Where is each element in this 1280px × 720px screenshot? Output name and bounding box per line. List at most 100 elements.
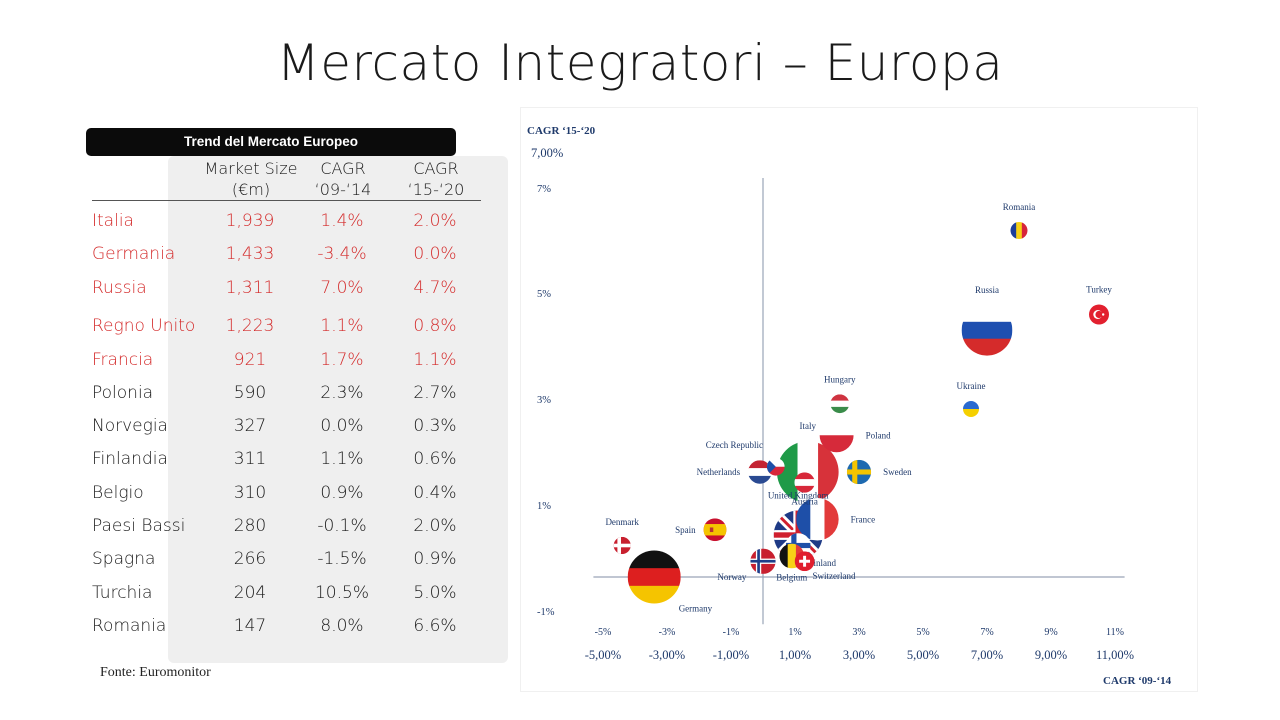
denmark-flag [613,536,631,555]
market-size: 311 [233,449,267,469]
table-row: Francia 921 1.7% 1.1% [92,346,482,374]
x-tick-label: 1% [788,627,801,638]
column-header-cagr-09-14: CAGR ‘09-‘14 [296,158,390,200]
norway-flag [750,548,776,574]
russia-flag [961,304,1013,356]
data-label: Czech Republic [706,440,763,450]
x-tick-label: -3% [659,627,676,638]
x-axis-title: CAGR ‘09-‘14 [1103,675,1172,687]
cagr-09-14: -1.5% [317,549,367,569]
data-label: Hungary [824,374,856,384]
country-name: Paesi Bassi [92,516,186,536]
y-axis-title: CAGR ‘15-‘20 [527,125,596,137]
data-label: Turkey [1086,285,1112,295]
country-name: Regno Unito [92,316,196,336]
x-tick-label-outer: -5,00% [585,648,621,662]
table-row: Russia 1,311 7.0% 4.7% [92,274,482,302]
table-row: Belgio 310 0.9% 0.4% [92,479,482,507]
cagr-09-14: 10.5% [314,583,369,603]
column-header-cagr-15-20: CAGR ‘15-‘20 [388,158,484,200]
bubble-chart-panel: CAGR ‘15-‘20 CAGR ‘09-‘14 -5% -3% -1% 1% 3% 5… [520,107,1198,692]
x-tick-label-outer: 11,00% [1096,648,1134,662]
germany-flag [627,550,681,604]
country-name: Turchia [92,583,153,603]
data-label: Ukraine [957,381,986,391]
table-row: Italia 1,939 1.4% 2.0% [92,207,482,235]
czech-flag [766,457,785,476]
cagr-15-20: 2.7% [413,383,457,403]
data-label: Russia [975,285,999,295]
cagr-15-20: 2.0% [413,516,457,536]
austria-flag [794,472,815,493]
data-label: Netherlands [697,467,741,477]
data-label: Spain [675,525,696,535]
table-row: Polonia 590 2.3% 2.7% [92,379,482,407]
column-header-line1: CAGR [320,159,366,178]
header-divider [92,200,481,201]
table-background [168,156,508,663]
cagr-09-14: 1.1% [320,449,364,469]
x-tick-label-outer: 3,00% [843,648,875,662]
market-size: 266 [233,549,267,569]
cagr-09-14: -0.1% [317,516,367,536]
country-name: Russia [92,278,147,298]
axes [593,178,1125,625]
table-header: Trend del Mercato Europeo [86,128,456,156]
cagr-09-14: 1.4% [320,211,364,231]
cagr-09-14: 1.1% [320,316,364,336]
market-size: 921 [233,350,267,370]
cagr-15-20: 0.3% [413,416,457,436]
data-label: Norway [717,572,746,582]
y-tick-label: -1% [537,607,555,618]
table-row: Norvegia 327 0.0% 0.3% [92,412,482,440]
country-name: Finlandia [92,449,168,469]
ukraine-flag [963,401,979,417]
cagr-09-14: 0.9% [320,483,364,503]
cagr-15-20: 0.8% [413,316,457,336]
market-size: 204 [233,583,267,603]
x-tick-label: 7% [980,627,993,638]
country-name: Germania [92,244,176,264]
y-tick-label: 5% [537,289,551,300]
turkey-flag [1089,304,1109,325]
data-label: Sweden [883,467,912,477]
y-tick-label: 1% [537,501,551,512]
market-size: 1,433 [225,244,275,264]
data-label: United Kingdom [768,491,829,501]
poland-flag [819,418,854,453]
cagr-15-20: 2.0% [413,211,457,231]
cagr-09-14: -3.4% [317,244,367,264]
cagr-15-20: 1.1% [413,350,457,370]
market-size: 310 [233,483,267,503]
x-tick-label: 9% [1044,627,1057,638]
hungary-flag [830,394,850,414]
column-header-line2: ‘09-‘14 [314,180,372,199]
table-row: Finlandia 311 1.1% 0.6% [92,445,482,473]
data-label: Finland [809,558,837,568]
x-tick-label: 11% [1106,627,1124,638]
data-label: Belgium [776,572,807,582]
cagr-15-20: 0.9% [413,549,457,569]
data-label: Poland [866,430,892,440]
column-header-line1: CAGR [413,159,459,178]
market-size: 1,939 [225,211,275,231]
cagr-15-20: 0.0% [413,244,457,264]
data-label: Romania [1003,202,1036,212]
data-label: Austria [791,497,818,507]
france-flag [796,498,839,541]
market-size: 1,311 [225,278,275,298]
table-row: Regno Unito 1,223 1.1% 0.8% [92,312,482,340]
x-tick-label: -1% [723,627,740,638]
cagr-09-14: 8.0% [320,616,364,636]
market-size: 1,223 [225,316,275,336]
x-tick-label: 3% [852,627,865,638]
y-tick-label: 7% [537,184,551,195]
y-tick-label: 7,00% [531,146,563,160]
x-tick-label-outer: -3,00% [649,648,685,662]
country-name: Francia [92,350,154,370]
x-tick-label-outer: 7,00% [971,648,1003,662]
column-header-line1: Market Size [204,159,298,178]
bubble-chart: CAGR ‘15-‘20 CAGR ‘09-‘14 -5% -3% -1% 1% 3% 5… [527,125,1172,687]
cagr-09-14: 0.0% [320,416,364,436]
market-size: 590 [233,383,267,403]
